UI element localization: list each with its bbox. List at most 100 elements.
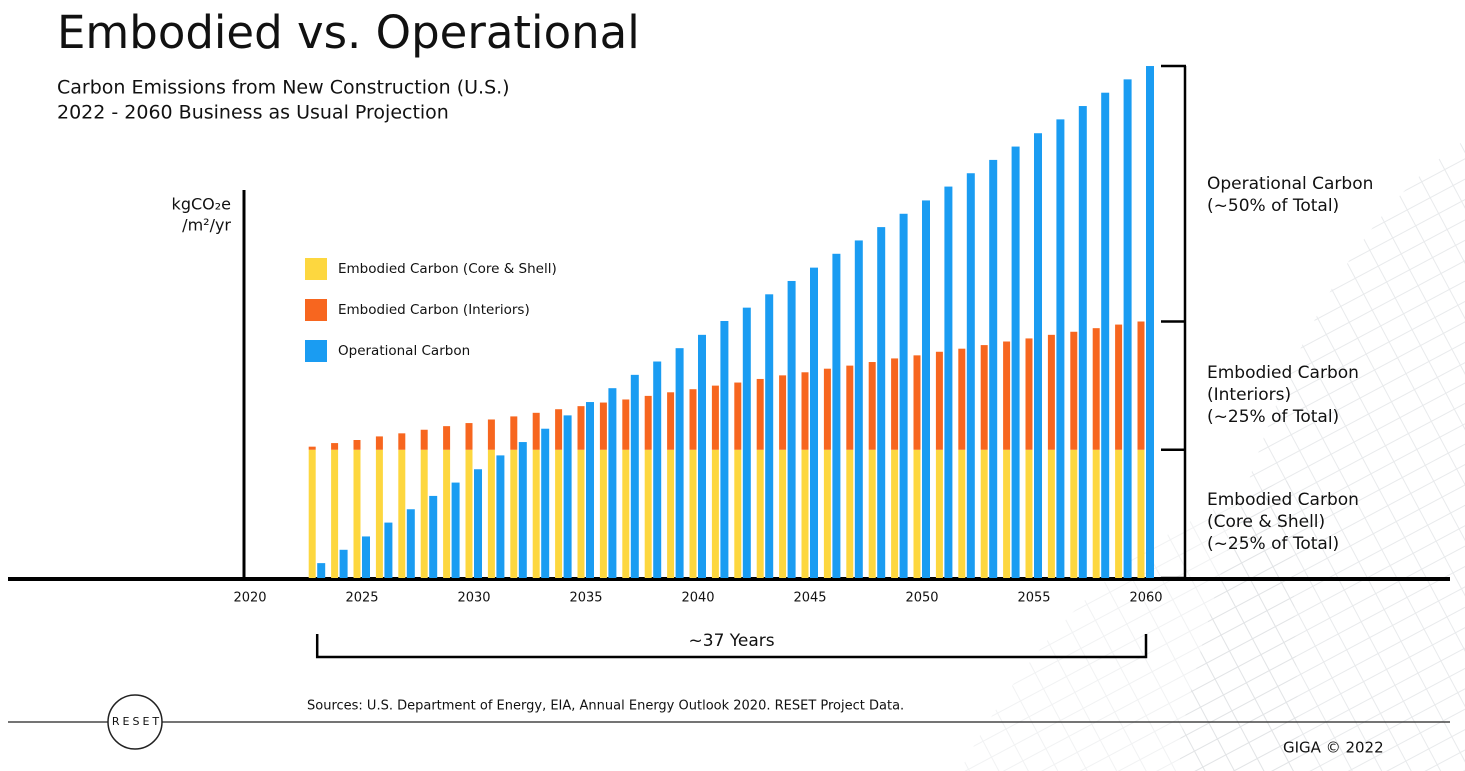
bar (846, 449, 854, 578)
bar (711, 385, 719, 450)
bar (362, 536, 370, 578)
bar (1146, 66, 1154, 578)
annotation: Embodied Carbon (1207, 490, 1359, 510)
bar (734, 382, 742, 450)
x-tick-label: 2025 (345, 591, 378, 606)
bar (675, 348, 684, 578)
bar (555, 449, 563, 578)
logo-circle (107, 694, 163, 750)
bar (1092, 328, 1100, 450)
subtitle: 2022 - 2060 Business as Usual Projection (57, 102, 449, 124)
bar (465, 449, 473, 578)
bar (429, 495, 438, 578)
x-tick-label: 2020 (233, 591, 266, 606)
bar (1115, 324, 1123, 450)
bar (474, 469, 482, 578)
span-bracket (315, 634, 1148, 659)
bar (734, 449, 742, 578)
subtitle: Carbon Emissions from New Construction (… (57, 77, 510, 99)
bar (958, 348, 966, 450)
bar (1056, 119, 1065, 579)
source: Sources: U.S. Department of Energy, EIA,… (307, 699, 904, 714)
bar (667, 449, 675, 578)
bar (487, 419, 495, 450)
bar (689, 389, 697, 450)
bar (1003, 341, 1011, 450)
bar (451, 482, 460, 578)
bar (353, 449, 361, 578)
bar (420, 449, 428, 578)
bar (868, 449, 876, 578)
bar (787, 280, 796, 578)
x-tick-label: 2060 (1129, 591, 1162, 606)
bar (630, 374, 639, 578)
bar (832, 253, 841, 578)
legend-label: Embodied Carbon (Interiors) (338, 302, 530, 318)
bar (406, 509, 415, 578)
bar (1078, 106, 1087, 578)
bar (1137, 321, 1145, 450)
bar (698, 334, 706, 578)
bar (1047, 334, 1055, 450)
bar (980, 449, 988, 578)
bar (846, 365, 854, 450)
bar (1070, 449, 1078, 578)
bar (622, 399, 630, 450)
bar (577, 449, 585, 578)
bar (779, 449, 787, 578)
bar (742, 307, 751, 578)
bar (317, 563, 326, 578)
bar (375, 449, 383, 578)
bar (1123, 79, 1132, 578)
bar (1092, 449, 1100, 578)
bar (1025, 449, 1033, 578)
bar (555, 409, 563, 450)
legend-swatch (305, 340, 327, 362)
bar (1101, 92, 1110, 579)
bar (443, 449, 451, 578)
chart-title: Embodied vs. Operational (57, 6, 640, 59)
bar (944, 186, 953, 578)
x-tick-label: 2055 (1017, 591, 1050, 606)
bar (980, 345, 988, 450)
bar (308, 449, 316, 578)
x-tick-label: 2040 (681, 591, 714, 606)
bar (518, 442, 527, 578)
bar (510, 416, 518, 450)
bar (854, 240, 863, 579)
bar (756, 378, 764, 450)
bar (720, 320, 729, 578)
bar (339, 549, 348, 578)
x-tick-label: 2045 (793, 591, 826, 606)
annotation: (Interiors) (1207, 385, 1291, 405)
bar (599, 402, 607, 450)
bar (689, 449, 697, 578)
bar (384, 522, 393, 578)
legend-swatch (305, 299, 327, 321)
bar (1011, 146, 1020, 578)
bar (353, 440, 361, 450)
bar (801, 449, 809, 578)
background-texture (960, 480, 1300, 771)
bar (653, 361, 662, 578)
logo: RESET (112, 715, 162, 728)
bar (420, 429, 428, 450)
bar (1025, 338, 1033, 450)
bar (331, 449, 339, 578)
bar (891, 449, 899, 578)
bar (958, 449, 966, 578)
annotation: Embodied Carbon (1207, 363, 1359, 383)
bar (375, 436, 383, 450)
x-tick-label: 2050 (905, 591, 938, 606)
annotation: Operational Carbon (1207, 174, 1373, 194)
bar (868, 362, 876, 450)
bar (801, 372, 809, 450)
y-axis-label: /m²/yr (182, 216, 231, 235)
annotation: (Core & Shell) (1207, 512, 1325, 532)
y-axis-label: kgCO₂e (172, 195, 231, 214)
bar (810, 267, 818, 578)
bar (935, 351, 943, 450)
bar (563, 415, 572, 578)
bar (532, 412, 540, 450)
